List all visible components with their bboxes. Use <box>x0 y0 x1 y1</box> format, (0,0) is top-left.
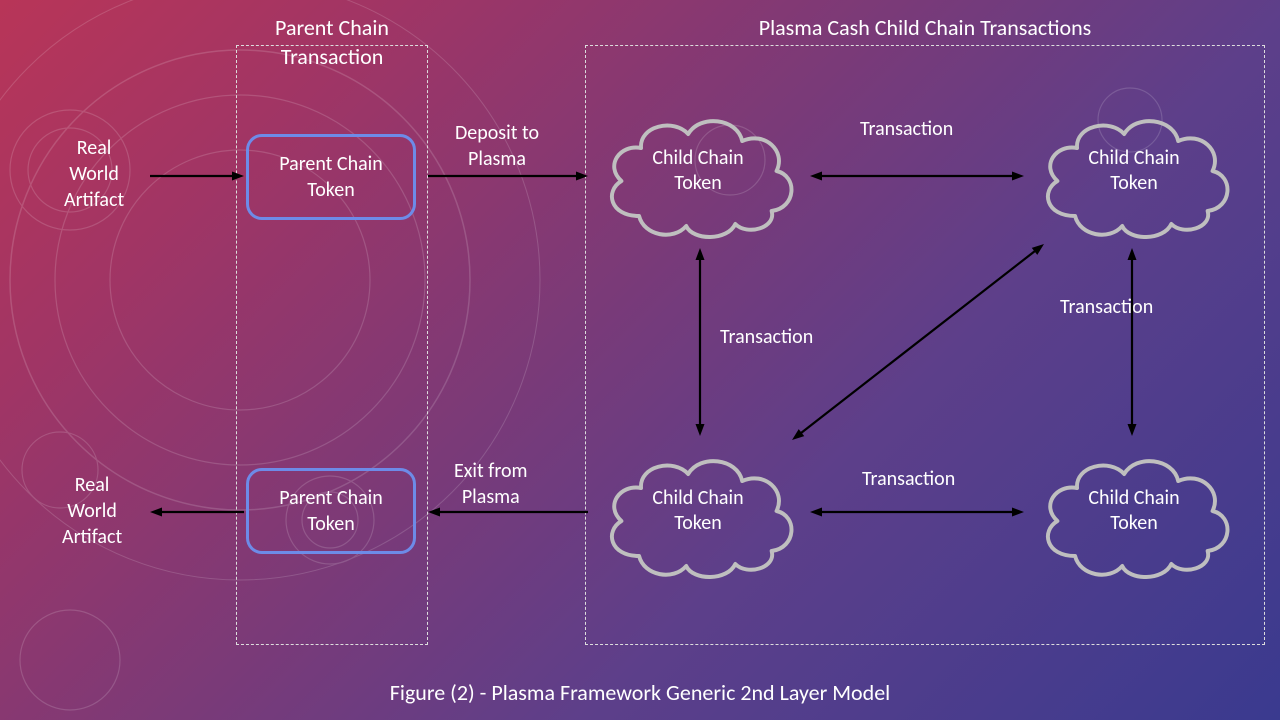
arrow-artifact-to-token-top <box>150 172 244 181</box>
arrow-cloud-to-token-bot <box>428 508 588 517</box>
arrow-cloud-right-vert <box>1128 248 1137 436</box>
arrow-token-to-cloud-top <box>428 172 588 181</box>
arrows-layer <box>0 0 1280 720</box>
arrow-token-to-artifact-bot <box>150 508 244 517</box>
arrow-cloud-left-vert <box>696 248 705 436</box>
arrow-cloud-bot-horiz <box>810 508 1024 517</box>
figure-caption: Figure (2) - Plasma Framework Generic 2n… <box>0 679 1280 706</box>
arrow-cloud-diag <box>792 244 1044 440</box>
diagram-canvas: Parent Chain Transaction Plasma Cash Chi… <box>0 0 1280 720</box>
arrow-cloud-top-horiz <box>810 172 1024 181</box>
